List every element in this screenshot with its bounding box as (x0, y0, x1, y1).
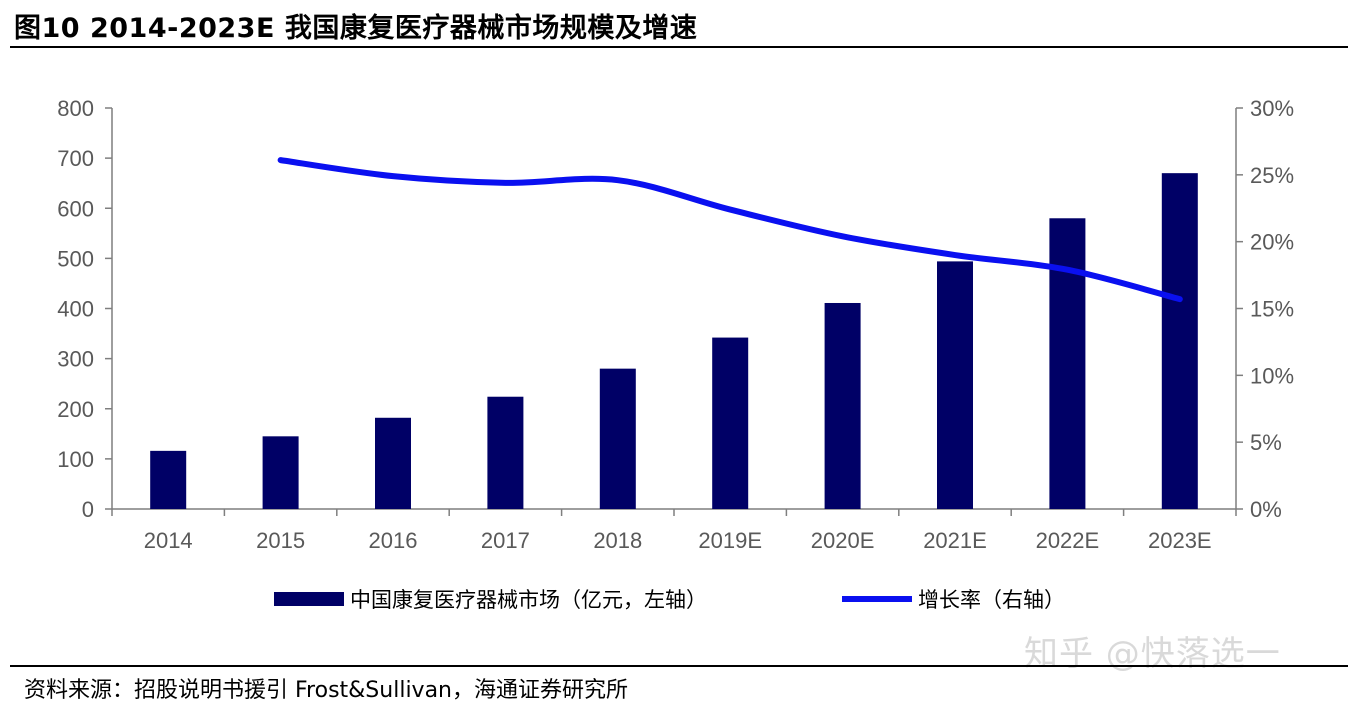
right-tick-label: 25% (1250, 163, 1294, 188)
legend-swatch-bar (274, 592, 344, 606)
left-tick-label: 300 (57, 347, 94, 372)
right-tick-label: 0% (1250, 497, 1282, 522)
tick-labels: 0 100 200 300 400 500 600 700 800 0% 5% 10% 15% 20% 25… (57, 96, 1294, 553)
legend: 中国康复医疗器械市场（亿元，左轴） 增长率（右轴） (274, 588, 1065, 612)
left-tick-label: 0 (82, 497, 94, 522)
left-tick-label: 200 (57, 397, 94, 422)
left-tick-label: 400 (57, 297, 94, 322)
bar (937, 261, 973, 509)
right-tick-label: 5% (1250, 430, 1282, 455)
watermark-text: 知乎 @快落选一 (1024, 634, 1281, 674)
left-tick-label: 500 (57, 246, 94, 271)
x-tick-label: 2021E (923, 528, 987, 553)
bar (1161, 173, 1198, 509)
x-tick-label: 2017 (481, 528, 530, 553)
x-tick-label: 2015 (256, 528, 305, 553)
bar (599, 368, 636, 509)
right-tick-label: 15% (1250, 297, 1294, 322)
line-series (277, 157, 1183, 303)
bar (824, 302, 861, 509)
x-tick-label: 2019E (698, 528, 762, 553)
bar (712, 337, 749, 509)
title-rule (10, 46, 1348, 48)
legend-label-line: 增长率（右轴） (918, 588, 1065, 612)
x-tick-label: 2014 (144, 528, 193, 553)
left-tick-label: 100 (57, 447, 94, 472)
figure-title: 图10 2014-2023E 我国康复医疗器械市场规模及增速 (14, 13, 698, 44)
left-tick-label: 700 (57, 146, 94, 171)
right-tick-label: 10% (1250, 363, 1294, 388)
right-tick-label: 20% (1250, 230, 1294, 255)
x-tick-label: 2020E (811, 528, 875, 553)
source-rule (10, 665, 1348, 667)
chart-axes (105, 107, 1243, 516)
x-tick-label: 2023E (1148, 528, 1212, 553)
bar (150, 450, 187, 509)
legend-label-bar: 中国康复医疗器械市场（亿元，左轴） (350, 588, 707, 612)
left-tick-label: 600 (57, 196, 94, 221)
left-tick-label: 800 (57, 96, 94, 121)
bar (262, 436, 299, 509)
right-tick-label: 30% (1250, 96, 1294, 121)
bar (1049, 218, 1086, 509)
growth-rate-line (277, 157, 1183, 303)
x-tick-label: 2022E (1036, 528, 1100, 553)
bar (375, 417, 411, 509)
x-tick-label: 2018 (593, 528, 642, 553)
x-tick-label: 2016 (369, 528, 418, 553)
bar-series (150, 173, 1198, 509)
bar (487, 396, 524, 509)
source-note: 资料来源：招股说明书援引 Frost&Sullivan，海通证券研究所 (24, 678, 629, 703)
